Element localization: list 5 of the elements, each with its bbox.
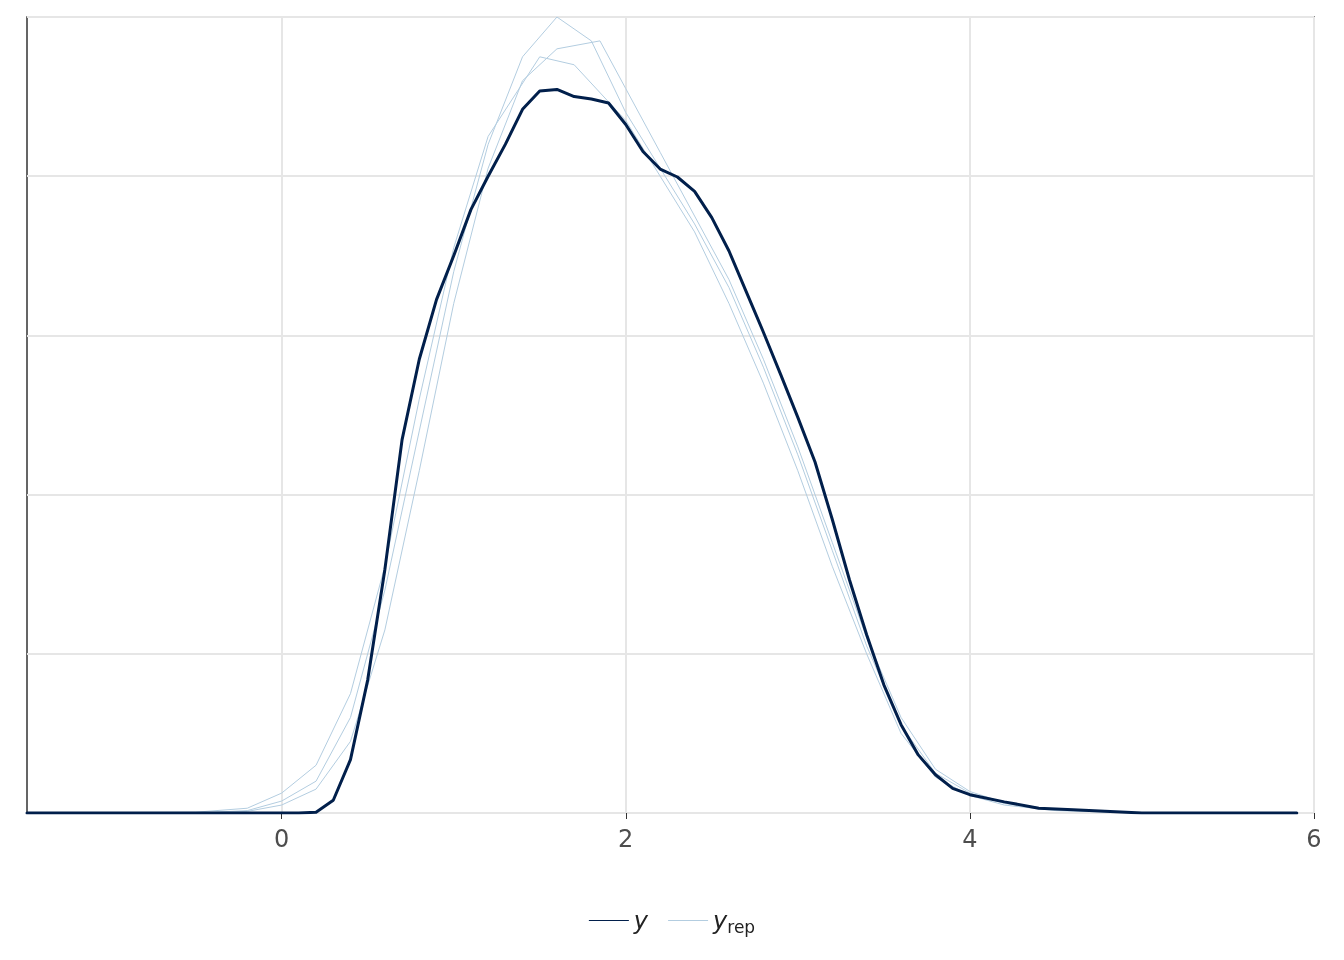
x-tick-label: 6 — [1306, 825, 1322, 853]
legend-label: y — [632, 906, 649, 935]
x-tick-label: 2 — [618, 825, 634, 853]
x-tick-label: 0 — [274, 825, 290, 853]
x-tick-label: 4 — [962, 825, 978, 853]
